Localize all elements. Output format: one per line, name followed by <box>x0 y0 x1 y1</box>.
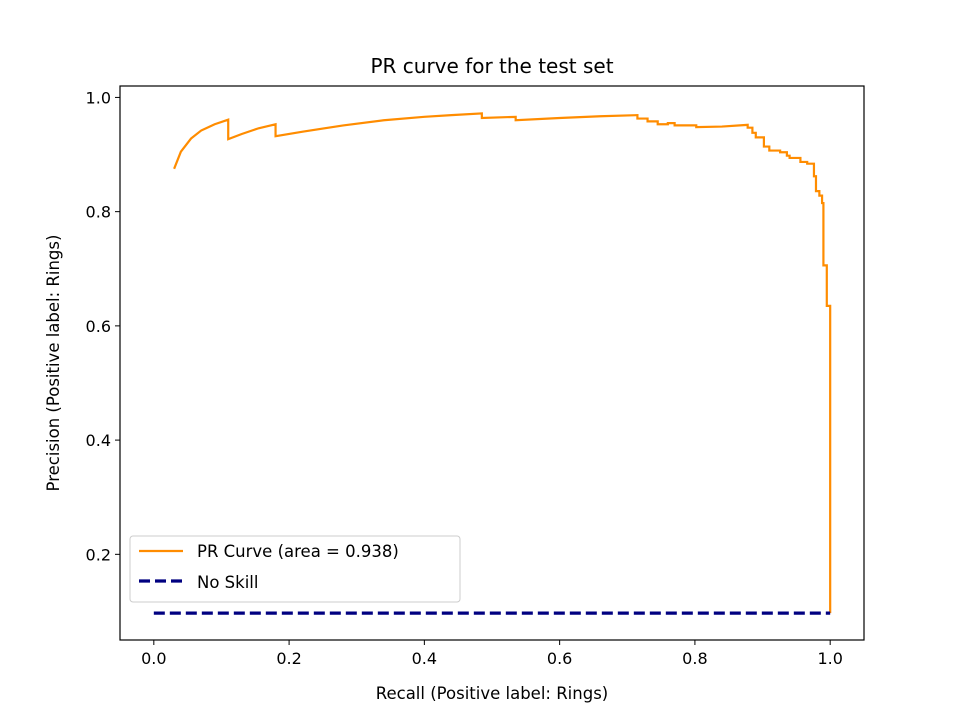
legend: PR Curve (area = 0.938) No Skill <box>129 535 461 603</box>
x-tick-label: 1.0 <box>817 649 842 668</box>
y-axis-label: Precision (Positive label: Rings) <box>44 235 63 492</box>
legend-entry-pr-curve: PR Curve (area = 0.938) <box>197 542 399 561</box>
x-tick-label: 0.0 <box>141 649 166 668</box>
x-tick-label: 0.6 <box>547 649 572 668</box>
series-line-pr-curve <box>173 112 832 614</box>
y-tick-label: 0.6 <box>86 317 111 336</box>
y-tick-label: 1.0 <box>86 88 111 107</box>
y-tick-label: 0.2 <box>86 545 111 564</box>
legend-entry-no-skill: No Skill <box>197 573 258 592</box>
y-axis-ticks: 0.2 0.4 0.6 0.8 1.0 <box>86 88 120 564</box>
chart-title: PR curve for the test set <box>370 54 613 78</box>
x-tick-label: 0.4 <box>412 649 437 668</box>
y-tick-label: 0.8 <box>86 203 111 222</box>
x-tick-label: 0.8 <box>682 649 707 668</box>
x-axis-ticks: 0.0 0.2 0.4 0.6 0.8 1.0 <box>141 640 843 668</box>
y-tick-label: 0.4 <box>86 431 111 450</box>
legend-box <box>129 535 461 603</box>
x-axis-label: Recall (Positive label: Rings) <box>376 684 608 703</box>
plot-frame <box>119 85 865 641</box>
x-tick-label: 0.2 <box>276 649 301 668</box>
plot-lines <box>153 112 832 615</box>
